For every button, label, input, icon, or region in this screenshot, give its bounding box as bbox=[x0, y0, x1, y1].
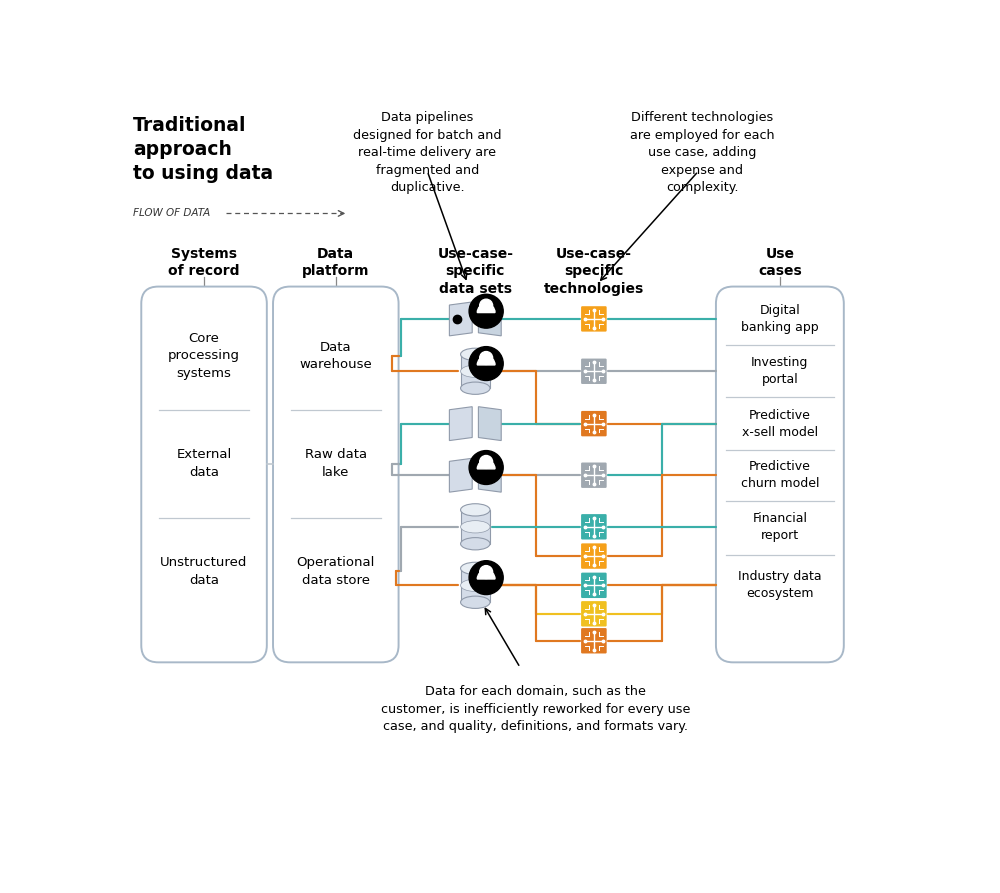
FancyBboxPatch shape bbox=[581, 306, 607, 331]
Text: Data
platform: Data platform bbox=[302, 246, 370, 279]
Ellipse shape bbox=[461, 348, 490, 361]
Text: Data
warehouse: Data warehouse bbox=[299, 340, 372, 371]
Circle shape bbox=[469, 346, 503, 380]
Polygon shape bbox=[461, 355, 490, 388]
Polygon shape bbox=[478, 302, 501, 336]
Text: External
data: External data bbox=[176, 448, 232, 479]
FancyBboxPatch shape bbox=[581, 359, 607, 384]
Text: Digital
banking app: Digital banking app bbox=[741, 304, 819, 334]
Polygon shape bbox=[478, 458, 501, 492]
Ellipse shape bbox=[461, 563, 490, 574]
Ellipse shape bbox=[461, 365, 490, 378]
Wedge shape bbox=[477, 304, 495, 313]
Circle shape bbox=[480, 299, 493, 312]
Wedge shape bbox=[477, 570, 495, 579]
Text: Core
processing
systems: Core processing systems bbox=[168, 332, 240, 380]
Ellipse shape bbox=[461, 597, 490, 608]
Text: Industry data
ecosystem: Industry data ecosystem bbox=[738, 571, 822, 600]
Text: Systems
of record: Systems of record bbox=[168, 246, 240, 279]
Text: Raw data
lake: Raw data lake bbox=[305, 448, 367, 479]
Circle shape bbox=[480, 352, 493, 364]
Text: Use-case-
specific
data sets: Use-case- specific data sets bbox=[437, 246, 513, 296]
Wedge shape bbox=[477, 356, 495, 365]
FancyBboxPatch shape bbox=[141, 287, 267, 663]
Polygon shape bbox=[449, 302, 472, 336]
Text: Financial
report: Financial report bbox=[752, 512, 807, 542]
Ellipse shape bbox=[461, 504, 490, 516]
Ellipse shape bbox=[461, 538, 490, 550]
Text: Data for each domain, such as the
customer, is inefficiently reworked for every : Data for each domain, such as the custom… bbox=[381, 686, 690, 733]
Polygon shape bbox=[461, 510, 490, 544]
Text: Predictive
x-sell model: Predictive x-sell model bbox=[742, 409, 818, 438]
FancyBboxPatch shape bbox=[273, 287, 399, 663]
Ellipse shape bbox=[461, 580, 490, 591]
FancyBboxPatch shape bbox=[581, 628, 607, 654]
Circle shape bbox=[469, 295, 503, 328]
Text: Traditional
approach
to using data: Traditional approach to using data bbox=[133, 115, 273, 183]
Text: Use
cases: Use cases bbox=[758, 246, 802, 279]
Text: Data pipelines
designed for batch and
real-time delivery are
fragmented and
dupl: Data pipelines designed for batch and re… bbox=[353, 111, 502, 194]
Text: Predictive
churn model: Predictive churn model bbox=[741, 460, 819, 490]
FancyBboxPatch shape bbox=[581, 514, 607, 539]
Ellipse shape bbox=[461, 521, 490, 533]
Polygon shape bbox=[478, 406, 501, 440]
Text: Operational
data store: Operational data store bbox=[297, 556, 375, 587]
Circle shape bbox=[480, 565, 493, 579]
Wedge shape bbox=[477, 460, 495, 469]
FancyBboxPatch shape bbox=[581, 543, 607, 569]
Polygon shape bbox=[449, 406, 472, 440]
Text: Investing
portal: Investing portal bbox=[751, 356, 809, 387]
Polygon shape bbox=[449, 458, 472, 492]
Circle shape bbox=[480, 455, 493, 468]
Circle shape bbox=[469, 561, 503, 595]
FancyBboxPatch shape bbox=[581, 572, 607, 598]
Circle shape bbox=[469, 451, 503, 485]
FancyBboxPatch shape bbox=[716, 287, 844, 663]
Polygon shape bbox=[461, 568, 490, 602]
Ellipse shape bbox=[461, 382, 490, 395]
Text: Use-case-
specific
technologies: Use-case- specific technologies bbox=[544, 246, 644, 296]
Text: FLOW OF DATA: FLOW OF DATA bbox=[133, 208, 210, 219]
Text: Different technologies
are employed for each
use case, adding
expense and
comple: Different technologies are employed for … bbox=[630, 111, 775, 194]
FancyBboxPatch shape bbox=[581, 601, 607, 627]
FancyBboxPatch shape bbox=[581, 411, 607, 437]
FancyBboxPatch shape bbox=[581, 463, 607, 488]
Text: Unstructured
data: Unstructured data bbox=[160, 556, 248, 587]
